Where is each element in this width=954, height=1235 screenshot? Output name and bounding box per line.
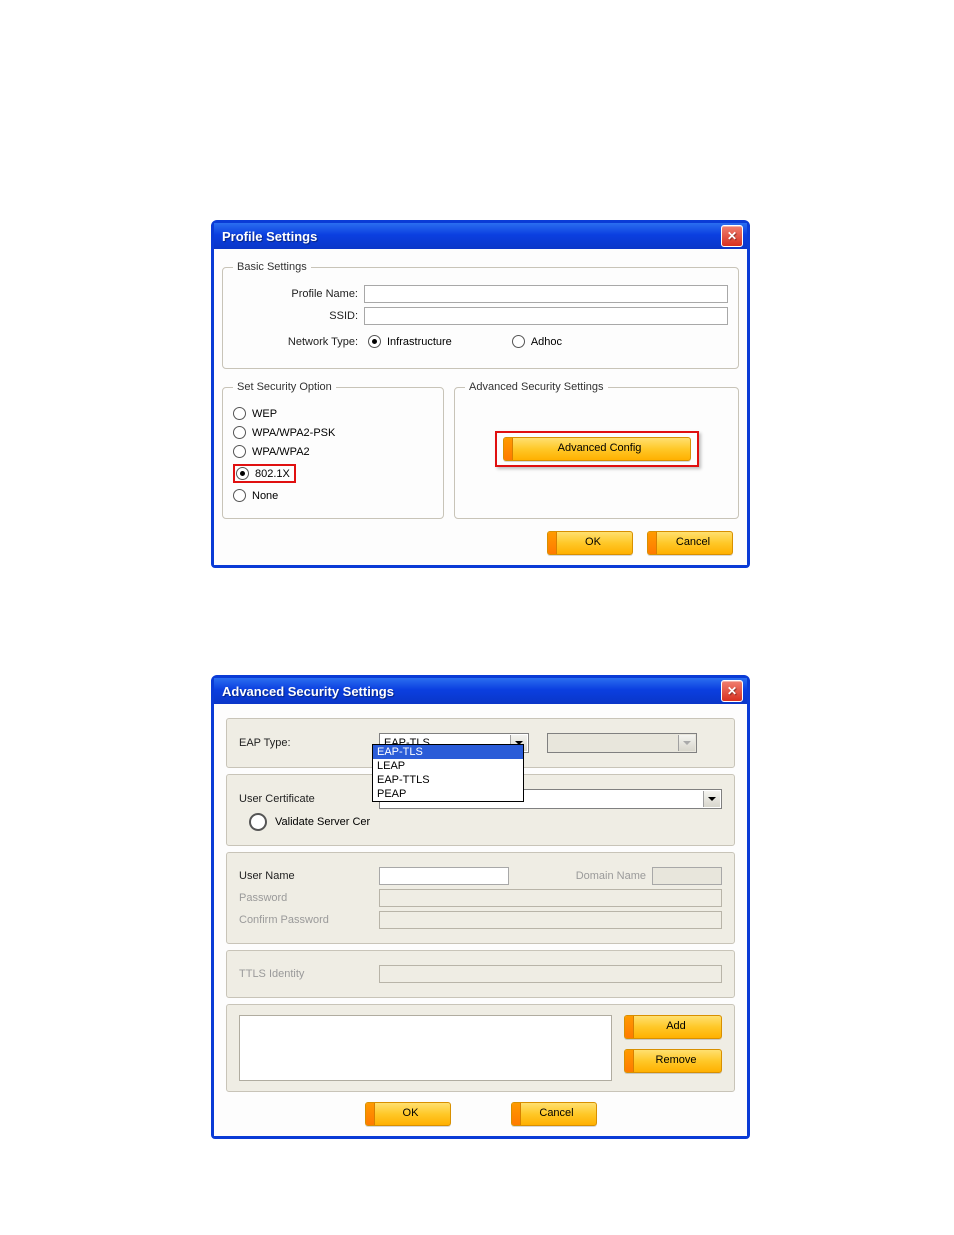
password-input [379, 889, 722, 907]
advanced-security-window: Advanced Security Settings ✕ EAP Type: E… [211, 675, 750, 1139]
remove-button[interactable]: Remove [624, 1049, 722, 1073]
window-title: Profile Settings [222, 229, 317, 244]
dialog-buttons: OK Cancel [222, 1098, 739, 1128]
eap-type-label: EAP Type: [239, 737, 379, 749]
password-label: Password [239, 892, 379, 904]
dropdown-option[interactable]: EAP-TLS [373, 745, 523, 759]
dropdown-option[interactable]: PEAP [373, 787, 523, 801]
confirm-password-label: Confirm Password [239, 914, 379, 926]
advanced-config-highlight: Advanced Config [495, 431, 699, 467]
user-name-label: User Name [239, 870, 379, 882]
add-button[interactable]: Add [624, 1015, 722, 1039]
user-name-input[interactable] [379, 867, 509, 885]
chevron-down-icon [678, 735, 695, 751]
cancel-button[interactable]: Cancel [647, 531, 733, 555]
titlebar[interactable]: Profile Settings ✕ [214, 223, 747, 249]
radio-label: Infrastructure [387, 336, 452, 348]
close-icon[interactable]: ✕ [721, 680, 743, 702]
titlebar[interactable]: Advanced Security Settings ✕ [214, 678, 747, 704]
validate-server-cert-checkbox[interactable] [249, 813, 267, 831]
dropdown-option[interactable]: LEAP [373, 759, 523, 773]
radio-label: Adhoc [531, 336, 562, 348]
security-wpapsk-radio[interactable]: WPA/WPA2-PSK [233, 426, 433, 439]
profile-name-label: Profile Name: [233, 288, 364, 300]
radio-icon [233, 489, 246, 502]
radio-icon [233, 426, 246, 439]
cancel-button[interactable]: Cancel [511, 1102, 597, 1126]
window-body: Basic Settings Profile Name: SSID: Netwo… [214, 249, 747, 565]
ttls-panel: TTLS Identity [226, 950, 735, 998]
network-type-infrastructure-radio[interactable]: Infrastructure [368, 335, 452, 348]
user-certificate-label: User Certificate [239, 793, 379, 805]
eap-subtype-combo [547, 733, 697, 753]
window-title: Advanced Security Settings [222, 684, 394, 699]
radio-label: WEP [252, 408, 277, 420]
radio-icon [233, 445, 246, 458]
security-option-group: Set Security Option WEP WPA/WPA2-PSK WPA… [222, 381, 444, 519]
ssid-label: SSID: [233, 310, 364, 322]
chevron-down-icon [703, 791, 720, 807]
radio-icon [233, 407, 246, 420]
security-option-legend: Set Security Option [233, 381, 336, 393]
profile-settings-window: Profile Settings ✕ Basic Settings Profil… [211, 220, 750, 568]
security-wpa-radio[interactable]: WPA/WPA2 [233, 445, 433, 458]
domain-name-input [652, 867, 722, 885]
radio-icon [512, 335, 525, 348]
radio-icon [236, 467, 249, 480]
ttls-identity-label: TTLS Identity [239, 968, 379, 980]
network-type-label: Network Type: [233, 336, 364, 348]
eap-type-dropdown[interactable]: EAP-TLS LEAP EAP-TTLS PEAP [372, 744, 524, 802]
security-8021x-highlight: 802.1X [233, 464, 296, 483]
radio-label: 802.1X [255, 468, 290, 480]
window-body: EAP Type: EAP-TLS User Certificate [214, 704, 747, 1136]
security-8021x-radio[interactable]: 802.1X [236, 467, 290, 480]
radio-label: WPA/WPA2-PSK [252, 427, 335, 439]
ttls-identity-input [379, 965, 722, 983]
server-list-panel: Add Remove [226, 1004, 735, 1092]
close-icon[interactable]: ✕ [721, 225, 743, 247]
radio-label: None [252, 490, 278, 502]
ok-button[interactable]: OK [365, 1102, 451, 1126]
credentials-panel: User Name Domain Name Password Confirm P… [226, 852, 735, 944]
ssid-input[interactable] [364, 307, 728, 325]
ok-button[interactable]: OK [547, 531, 633, 555]
profile-name-input[interactable] [364, 285, 728, 303]
confirm-password-input [379, 911, 722, 929]
basic-settings-group: Basic Settings Profile Name: SSID: Netwo… [222, 261, 739, 369]
advanced-security-group: Advanced Security Settings Advanced Conf… [454, 381, 739, 519]
server-listbox[interactable] [239, 1015, 612, 1081]
radio-label: WPA/WPA2 [252, 446, 310, 458]
security-wep-radio[interactable]: WEP [233, 407, 433, 420]
security-none-radio[interactable]: None [233, 489, 433, 502]
radio-icon [368, 335, 381, 348]
dialog-buttons: OK Cancel [222, 527, 739, 557]
advanced-config-button[interactable]: Advanced Config [503, 437, 691, 461]
network-type-adhoc-radio[interactable]: Adhoc [512, 335, 562, 348]
basic-settings-legend: Basic Settings [233, 261, 311, 273]
domain-name-label: Domain Name [509, 870, 652, 882]
advanced-security-legend: Advanced Security Settings [465, 381, 608, 393]
dropdown-option[interactable]: EAP-TTLS [373, 773, 523, 787]
validate-server-cert-label: Validate Server Cer [275, 816, 370, 828]
